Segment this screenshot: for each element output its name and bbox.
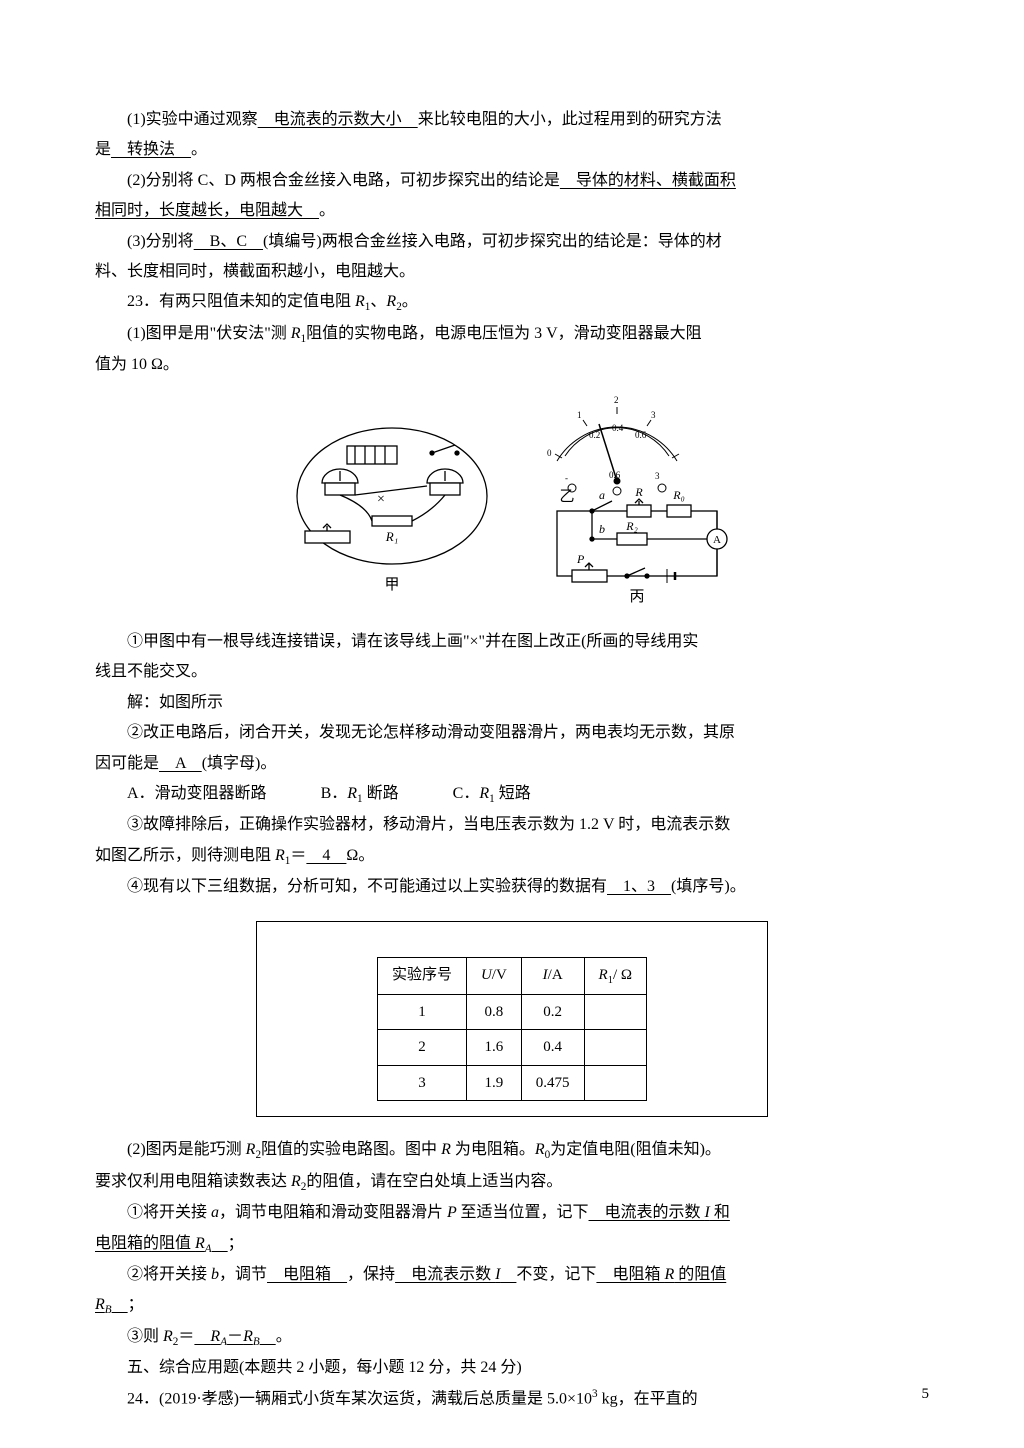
- svg-text:0 1 2: 0 1 2 3 0.2 0.4 0.6: [547, 395, 658, 458]
- svg-text:A: A: [713, 534, 721, 546]
- q23-sub2-1-line2: 电阻箱的阻值 RA ；: [95, 1229, 929, 1260]
- blank-adjust: 电阻箱: [267, 1266, 347, 1283]
- q23-sub2-1: ①将开关接 a，调节电阻箱和滑动变阻器滑片 P 至适当位置，记下 电流表的示数 …: [95, 1198, 929, 1228]
- blank-wires: B、C: [194, 233, 263, 250]
- q23-sub3: ③故障排除后，正确操作实验器材，移动滑片，当电压表示数为 1.2 V 时，电流表…: [95, 810, 929, 840]
- q23-sub2-line2: 因可能是 A (填字母)。: [95, 749, 929, 779]
- blank-r2-formula: RA－RB: [194, 1328, 275, 1345]
- blank-fault: A: [159, 755, 202, 772]
- fig-label-bing: 丙: [629, 589, 644, 605]
- svg-text:R: R: [634, 485, 643, 499]
- q23-sub2-2: ②将开关接 b，调节 电阻箱 ，保持 电流表示数 I 不变，记下 电阻箱 R 的…: [95, 1260, 929, 1290]
- experiment-data-table: 实验序号 U/V I/A R1/ Ω 1 0.8 0.2 2 1.6 0.4: [377, 957, 647, 1101]
- blank-method: 转换法: [111, 141, 191, 158]
- q23-part1-line2: 值为 10 Ω。: [95, 350, 929, 380]
- blank-ammeter-reading: 电流表的示数大小: [258, 111, 418, 128]
- th-u: U/V: [466, 957, 521, 994]
- svg-text:R₁: R₁: [385, 529, 398, 544]
- table-row: 2 1.6 0.4: [377, 1030, 646, 1066]
- table-row: 3 1.9 0.475: [377, 1065, 646, 1101]
- svg-text:×: ×: [377, 492, 385, 507]
- th-r: R1/ Ω: [584, 957, 647, 994]
- q22-part2-line2: 相同时，长度越长，电阻越大 。: [95, 196, 929, 226]
- q23-intro: 23．有两只阻值未知的定值电阻 R1、R2。: [95, 287, 929, 318]
- svg-text:a: a: [599, 488, 605, 502]
- circuit-figures: R₁ × 甲: [95, 391, 929, 617]
- blank-record: 电阻箱 R 的阻值: [596, 1266, 726, 1283]
- blank-step1: 电流表的示数 I 和: [589, 1204, 730, 1221]
- svg-text:- 0.6 3: - 0.6 3: [565, 470, 660, 483]
- blank-impossible-data: 1、3: [607, 878, 671, 895]
- q22-part3-line2: 料、长度相同时，横截面积越小，电阻越大。: [95, 257, 929, 287]
- fig-label-jia: 甲: [384, 577, 399, 593]
- blank-conclusion1: 导体的材料、横截面积: [560, 172, 736, 189]
- svg-text:R₂: R₂: [625, 519, 638, 533]
- q22-part3: (3)分别将 B、C (填编号)两根合金丝接入电路，可初步探究出的结论是：导体的…: [95, 227, 929, 257]
- q22-part1-line2: 是 转换法 。: [95, 135, 929, 165]
- q23-sub4: ④现有以下三组数据，分析可知，不可能通过以上实验获得的数据有 1、3 (填序号)…: [95, 872, 929, 902]
- th-i: I/A: [521, 957, 584, 994]
- option-c: C．R1 短路: [453, 779, 531, 810]
- option-b: B．R1 断路: [321, 779, 399, 810]
- blank-keep: 电流表示数 I: [395, 1266, 516, 1283]
- q23-part2: (2)图丙是能巧测 R2阻值的实验电路图。图中 R 为电阻箱。R0为定值电阻(阻…: [95, 1135, 929, 1166]
- fig-label-yi: 乙: [559, 489, 574, 505]
- q23-sub2: ②改正电路后，闭合开关，发现无论怎样移动滑动变阻器滑片，两电表均无示数，其原: [95, 718, 929, 748]
- q23-sub3-line2: 如图乙所示，则待测电阻 R1＝ 4 Ω。: [95, 841, 929, 872]
- q22-part2: (2)分别将 C、D 两根合金丝接入电路，可初步探究出的结论是 导体的材料、横截…: [95, 166, 929, 196]
- q23-sub1-line2: 线且不能交叉。: [95, 657, 929, 687]
- q23-sub2-options: A．滑动变阻器断路 B．R1 断路 C．R1 短路: [95, 779, 929, 810]
- table-row: 1 0.8 0.2: [377, 994, 646, 1030]
- q23-part1: (1)图甲是用"伏安法"测 R1阻值的实物电路，电源电压恒为 3 V，滑动变阻器…: [95, 319, 929, 350]
- blank-r1: 4: [306, 847, 346, 864]
- q24: 24．(2019·孝感)一辆厢式小货车某次运货，满载后总质量是 5.0×103 …: [95, 1384, 929, 1415]
- svg-text:R₀: R₀: [672, 488, 685, 502]
- q23-sub2-3: ③则 R2＝ RA－RB 。: [95, 1322, 929, 1353]
- q22-part1: (1)实验中通过观察 电流表的示数大小 来比较电阻的大小，此过程用到的研究方法: [95, 105, 929, 135]
- option-a: A．滑动变阻器断路: [127, 779, 267, 809]
- svg-text:P: P: [576, 552, 585, 566]
- q23-sub2-2-line2: RB ；: [95, 1290, 929, 1321]
- data-table-wrapper: 实验序号 U/V I/A R1/ Ω 1 0.8 0.2 2 1.6 0.4: [95, 921, 929, 1117]
- q23-part2-line2: 要求仅利用电阻箱读数表达 R2的阻值，请在空白处填上适当内容。: [95, 1167, 929, 1198]
- q23-sub1-answer: 解：如图所示: [95, 688, 929, 718]
- svg-text:b: b: [599, 522, 605, 536]
- page-number: 5: [922, 1380, 930, 1409]
- section5-title: 五、综合应用题(本题共 2 小题，每小题 12 分，共 24 分): [95, 1353, 929, 1383]
- q23-sub1: ①甲图中有一根导线连接错误，请在该导线上画"×"并在图上改正(所画的导线用实: [95, 627, 929, 657]
- th-seq: 实验序号: [377, 957, 466, 994]
